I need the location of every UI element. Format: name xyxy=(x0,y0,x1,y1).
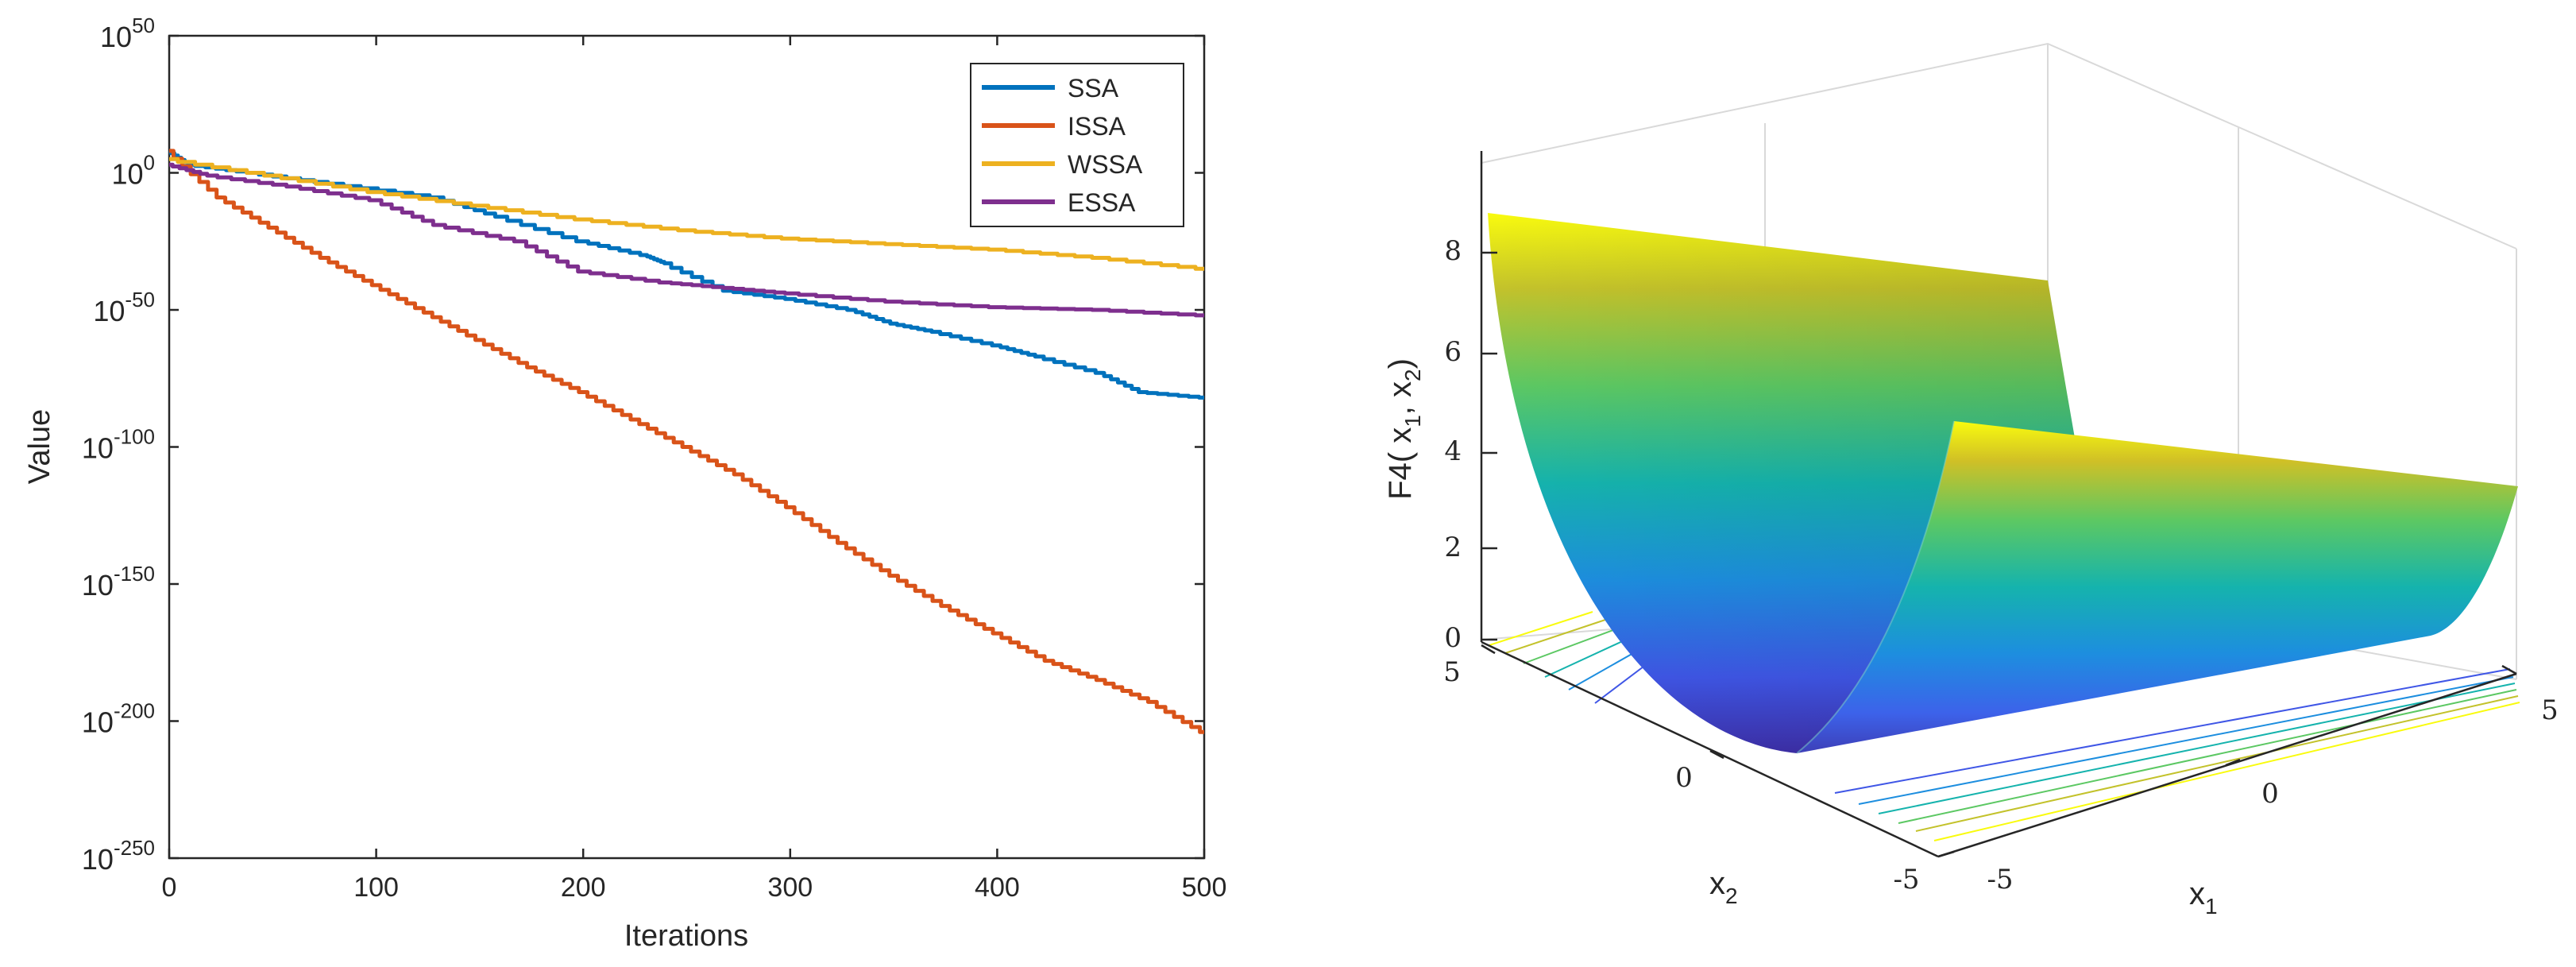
z-tick-labels: 0 2 4 6 8 xyxy=(1444,235,1462,654)
z-axis-label-sep: , x xyxy=(1383,381,1418,415)
x-tick-label: 0 xyxy=(162,872,177,903)
legend-label-essa: ESSA xyxy=(1068,188,1136,217)
x2-tick-label: 0 xyxy=(1675,762,1693,794)
x-tick-labels: 0 100 200 300 400 500 xyxy=(162,872,1227,903)
z-tick-label: 8 xyxy=(1444,235,1462,267)
convergence-chart: 0 100 200 300 400 500 1050 100 10-50 10-100 10-15… xyxy=(23,14,1226,953)
legend-label-issa: ISSA xyxy=(1068,112,1126,141)
x1-axis-label-base: x xyxy=(2189,876,2205,911)
x2-tick-label: 5 xyxy=(1443,656,1461,688)
x1-axis-label-sub: 1 xyxy=(2205,894,2218,919)
x-axis-label: Iterations xyxy=(624,919,748,953)
y-tick-label: 100 xyxy=(111,151,155,191)
tick-marks xyxy=(168,34,1206,860)
y-tick-label: 10-100 xyxy=(82,425,155,465)
z-tick-label: 6 xyxy=(1444,336,1462,368)
x-tick-label: 400 xyxy=(975,872,1020,903)
series-line-wssa xyxy=(169,157,1204,271)
surface-front-edge xyxy=(1796,420,1955,754)
x1-tick-label: 5 xyxy=(2541,694,2559,726)
x2-axis-label-base: x xyxy=(1709,866,1725,901)
y-tick-label: 10-50 xyxy=(93,288,155,327)
z-tick-label: 4 xyxy=(1444,435,1462,467)
tick-marks xyxy=(1481,251,2517,858)
z-tick-label: 0 xyxy=(1444,622,1462,654)
z-axis-label-sub2: 2 xyxy=(1400,369,1425,381)
x1-tick-label: 0 xyxy=(2261,778,2279,810)
z-tick-label: 2 xyxy=(1444,532,1462,563)
legend: SSA ISSA WSSA ESSA xyxy=(970,63,1184,227)
series-lines xyxy=(168,149,1204,734)
y-axis-label: Value xyxy=(23,409,56,484)
x1-tick-label: -5 xyxy=(1987,864,2013,895)
series-line-essa xyxy=(169,162,1204,318)
z-axis-label: F4( x1, x2) xyxy=(1383,358,1425,500)
x-tick-label: 100 xyxy=(353,872,399,903)
x2-axis-label: x2 xyxy=(1709,866,1738,908)
y-tick-label: 1050 xyxy=(100,14,155,53)
y-tick-label: 10-250 xyxy=(82,836,155,876)
x2-axis-label-sub: 2 xyxy=(1725,884,1738,908)
floor-contours xyxy=(1489,611,2520,841)
x-tick-label: 300 xyxy=(767,872,813,903)
y-tick-label: 10-200 xyxy=(82,699,155,739)
x2-tick-labels: 5 0 -5 xyxy=(1443,656,1919,895)
x1-tick-labels: -5 0 5 xyxy=(1987,694,2558,895)
x-tick-label: 200 xyxy=(561,872,606,903)
x1-axis-label: x1 xyxy=(2189,876,2218,919)
legend-items: SSA ISSA WSSA ESSA xyxy=(982,74,1143,217)
z-axis-label-main: F4( x xyxy=(1383,427,1418,500)
legend-box xyxy=(970,63,1184,227)
legend-label-ssa: SSA xyxy=(1068,74,1119,103)
y-tick-label: 10-150 xyxy=(82,562,155,601)
x2-axis xyxy=(1481,640,1939,858)
legend-label-wssa: WSSA xyxy=(1068,150,1143,179)
series-line-issa xyxy=(169,149,1204,734)
y-tick-labels: 1050 100 10-50 10-100 10-150 10-200 10-250 xyxy=(82,14,155,876)
surface-front-sheet xyxy=(1797,421,2518,753)
x2-tick-label: -5 xyxy=(1893,864,1919,895)
z-axis-label-end: ) xyxy=(1383,358,1418,369)
surface-plot: 0 2 4 6 8 5 0 -5 -5 0 5 x1 x2 F4( x1, x2… xyxy=(1383,42,2559,919)
z-axis-label-sub1: 1 xyxy=(1400,415,1425,427)
x-tick-label: 500 xyxy=(1182,872,1227,903)
